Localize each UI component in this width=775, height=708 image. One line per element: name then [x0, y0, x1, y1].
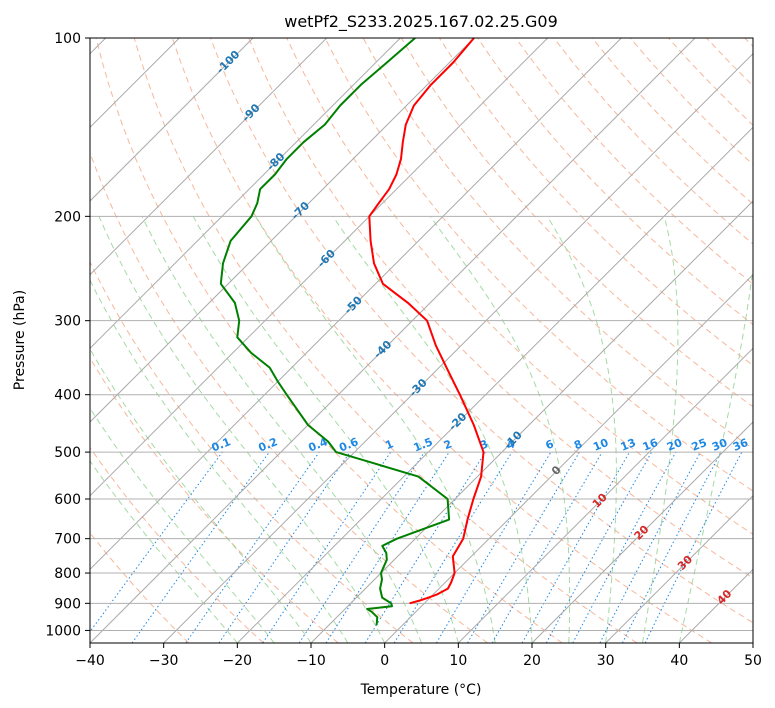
- moist-adiabat: [90, 407, 275, 643]
- x-tick-label: 10: [449, 653, 467, 669]
- dry-adiabat: [171, 38, 712, 643]
- mixing-ratio-line: [262, 451, 392, 643]
- mixing-ratio-label: 20: [665, 436, 684, 454]
- mixing-ratio-line: [298, 451, 425, 643]
- mixing-ratio-label: 30: [710, 436, 729, 454]
- moist-adiabat: [90, 348, 312, 643]
- isotherm-line: [236, 126, 753, 643]
- x-tick-label: −20: [223, 653, 253, 669]
- mixing-ratio-label: 10: [591, 436, 610, 454]
- y-tick-label: 800: [54, 566, 81, 582]
- isotherm-line: [163, 52, 753, 643]
- sounding-traces: [219, 38, 485, 626]
- isotherm-line: [457, 347, 753, 643]
- mixing-ratio-line: [644, 451, 743, 643]
- x-axis: −40 −30 −20 −10 0 10 20 30 40 50: [75, 643, 762, 669]
- y-tick-label: 700: [54, 532, 81, 548]
- x-tick-label: −10: [296, 653, 326, 669]
- y-tick-label: 400: [54, 388, 81, 404]
- dry-adiabat: [210, 38, 753, 624]
- y-axis-label: Pressure (hPa): [12, 290, 28, 390]
- mixing-ratio-line: [218, 451, 351, 643]
- mixing-ratio-label: 36: [731, 436, 750, 454]
- dry-adiabat: [90, 446, 264, 643]
- x-tick-label: 50: [744, 653, 762, 669]
- mixing-ratio-label: 2: [442, 437, 454, 452]
- mixing-ratio-line: [185, 451, 320, 643]
- moist-adiabat: [678, 264, 753, 643]
- dry-adiabat: [286, 38, 753, 535]
- mixing-ratio-line: [572, 451, 677, 643]
- mixing-ratio-line: [325, 451, 450, 643]
- mixing-ratio-line: [393, 451, 513, 643]
- y-tick-label: 300: [54, 314, 81, 330]
- mixing-ratio-line: [545, 451, 653, 643]
- y-tick-label: 500: [54, 445, 81, 461]
- y-axis: 100 200 300 400 500 600 700 800 900 1000: [45, 31, 90, 639]
- mixing-ratio-label: 8: [572, 437, 584, 452]
- dry-adiabat: [90, 357, 339, 643]
- moist-adiabat: [98, 216, 386, 643]
- y-tick-label: 200: [54, 209, 81, 225]
- dry-adiabat: [95, 38, 563, 643]
- isotherm-line: [531, 421, 753, 643]
- mixing-ratio-line: [521, 451, 630, 643]
- moist-adiabat: [429, 216, 571, 643]
- x-tick-label: 0: [380, 653, 389, 669]
- isotherm-line: [310, 200, 753, 643]
- x-tick-label: 20: [523, 653, 541, 669]
- isotherm-line: [605, 494, 753, 643]
- isotherm-line: [90, 38, 549, 497]
- moist-adiabat: [192, 216, 459, 643]
- plot-frame: [89, 37, 754, 644]
- mixing-ratio-line: [131, 451, 270, 643]
- x-tick-label: −30: [149, 653, 179, 669]
- isotherm-line: [90, 38, 622, 571]
- x-tick-label: 40: [670, 653, 688, 669]
- dry-adiabat: [324, 38, 753, 492]
- moist-adiabat: [141, 216, 422, 643]
- isotherm-line: [90, 38, 696, 643]
- mixing-ratio-label: 16: [641, 436, 660, 454]
- y-tick-label: 100: [54, 31, 81, 47]
- mixing-ratio-label: 1: [383, 437, 395, 452]
- moist-adiabat: [90, 460, 238, 643]
- isotherm-line: [90, 38, 254, 202]
- dry-adiabat: [90, 260, 414, 643]
- chart-title: wetPf2_S233.2025.167.02.25.G09: [284, 12, 558, 32]
- mixing-ratio-line: [90, 451, 223, 633]
- moist-adiabat: [546, 216, 617, 643]
- mixing-ratio-label: 13: [619, 436, 638, 454]
- x-tick-label: 30: [597, 653, 615, 669]
- x-axis-label: Temperature (°C): [360, 682, 482, 698]
- isotherm-line: [90, 38, 475, 423]
- plot-area: [90, 38, 753, 643]
- mixing-ratio-label: 3: [478, 437, 490, 452]
- dry-adiabat: [248, 38, 753, 579]
- temperature-trace: [368, 38, 485, 605]
- dry-adiabat: [515, 38, 753, 285]
- isotherm-line: [90, 38, 401, 350]
- y-tick-label: 600: [54, 492, 81, 508]
- moist-adiabat: [642, 216, 679, 643]
- y-tick-label: 900: [54, 596, 81, 612]
- x-tick-label: −40: [75, 653, 105, 669]
- moist-adiabat: [332, 216, 533, 643]
- dewpoint-trace: [219, 38, 451, 626]
- mixing-ratio-label: 25: [690, 436, 709, 454]
- isotherm-line: [90, 38, 328, 276]
- isotherm-line: [384, 273, 753, 643]
- y-tick-label: 1000: [45, 623, 81, 639]
